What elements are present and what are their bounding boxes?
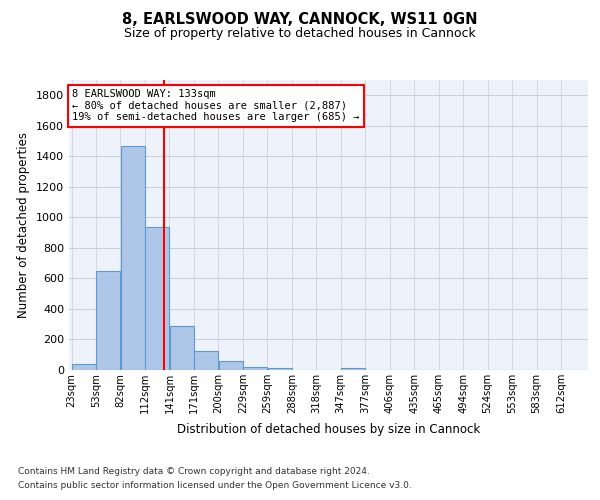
Bar xyxy=(170,326,194,370)
Bar xyxy=(194,350,218,370)
Bar xyxy=(243,366,267,370)
Y-axis label: Number of detached properties: Number of detached properties xyxy=(17,132,31,318)
Text: Contains public sector information licensed under the Open Government Licence v3: Contains public sector information licen… xyxy=(18,481,412,490)
Bar xyxy=(218,361,242,370)
Bar xyxy=(121,146,145,370)
Text: 8, EARLSWOOD WAY, CANNOCK, WS11 0GN: 8, EARLSWOOD WAY, CANNOCK, WS11 0GN xyxy=(122,12,478,28)
Text: Distribution of detached houses by size in Cannock: Distribution of detached houses by size … xyxy=(177,422,481,436)
Bar xyxy=(341,368,365,370)
Text: 8 EARLSWOOD WAY: 133sqm
← 80% of detached houses are smaller (2,887)
19% of semi: 8 EARLSWOOD WAY: 133sqm ← 80% of detache… xyxy=(73,89,360,122)
Bar xyxy=(96,271,120,370)
Text: Size of property relative to detached houses in Cannock: Size of property relative to detached ho… xyxy=(124,28,476,40)
Bar xyxy=(72,364,96,370)
Bar xyxy=(268,368,292,370)
Bar xyxy=(145,228,169,370)
Text: Contains HM Land Registry data © Crown copyright and database right 2024.: Contains HM Land Registry data © Crown c… xyxy=(18,468,370,476)
